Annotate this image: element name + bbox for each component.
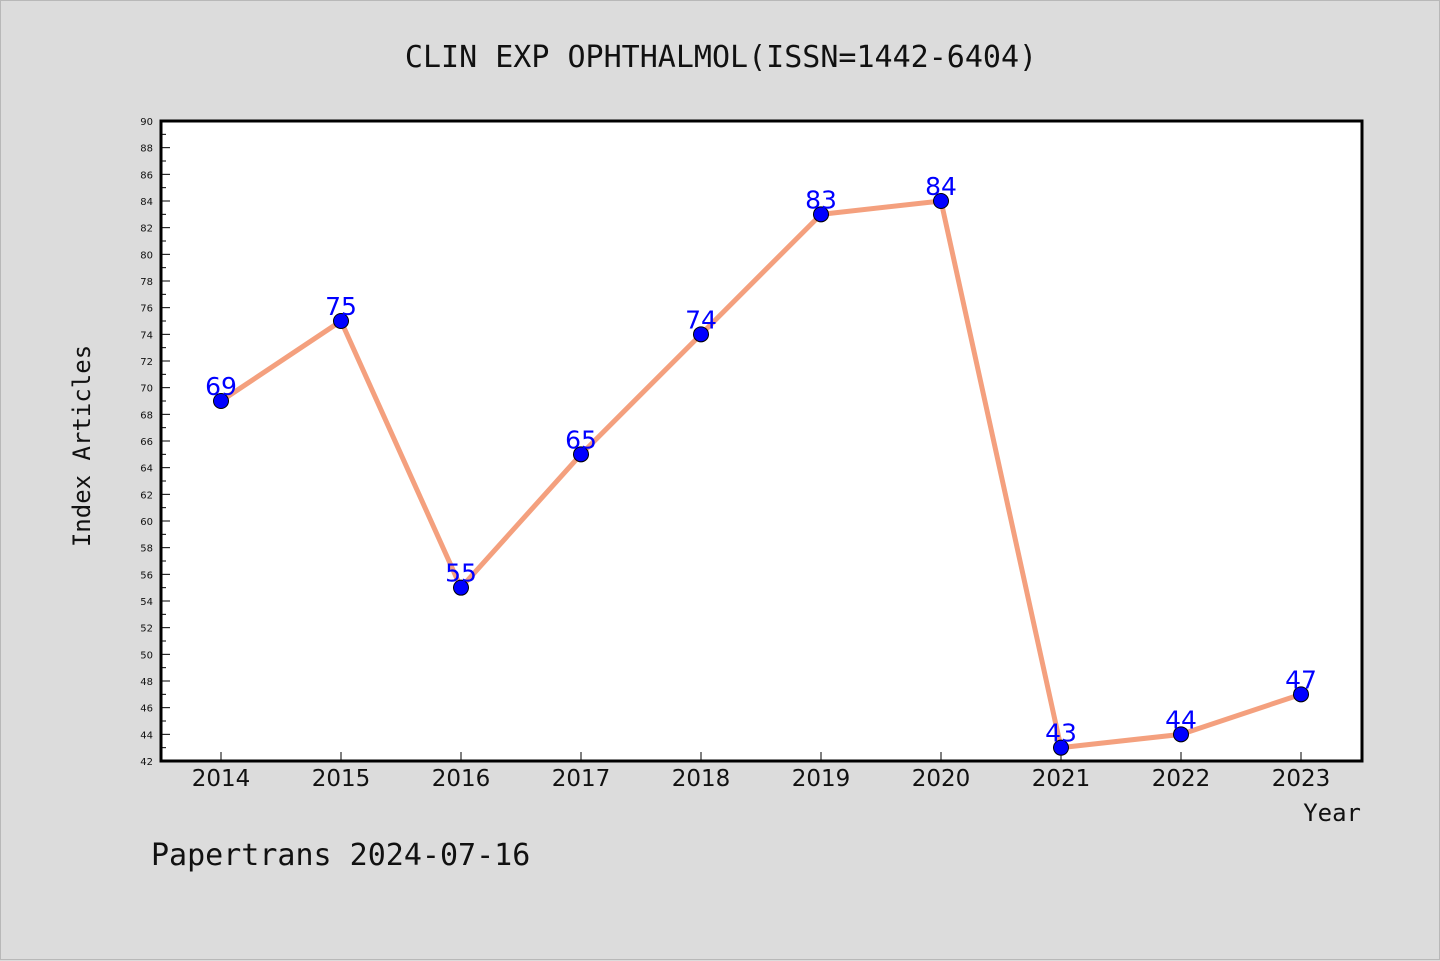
y-tick-label: 78: [140, 277, 153, 288]
y-tick-label: 72: [140, 357, 153, 368]
y-tick-label: 58: [140, 544, 153, 555]
data-label: 83: [805, 185, 837, 214]
data-point: [213, 393, 229, 409]
x-tick-label: 2022: [1152, 766, 1211, 792]
plot-area: [159, 119, 1364, 763]
y-tick-label: 82: [140, 224, 153, 235]
x-tick-label: 2020: [912, 766, 971, 792]
x-tick-label: 2014: [192, 766, 251, 792]
data-label: 65: [565, 425, 597, 454]
data-point: [1293, 686, 1309, 703]
x-tick-label: 2023: [1272, 766, 1331, 792]
x-tick-label: 2017: [552, 766, 611, 792]
data-point: [1053, 739, 1069, 756]
y-tick-label: 90: [140, 117, 153, 128]
x-tick-label: 2018: [672, 766, 731, 792]
y-tick-label: 42: [140, 757, 153, 768]
data-label: 74: [685, 305, 717, 334]
data-point: [813, 206, 829, 223]
data-label: 84: [925, 172, 957, 201]
data-point: [1173, 726, 1189, 743]
data-point: [693, 326, 709, 343]
data-label: 55: [445, 559, 477, 588]
y-tick-label: 84: [140, 197, 153, 208]
y-tick-label: 88: [140, 144, 153, 155]
y-tick-label: 50: [140, 650, 153, 661]
chart-title: CLIN EXP OPHTHALMOL(ISSN=1442-6404): [405, 40, 1037, 75]
y-tick-label: 48: [140, 677, 153, 688]
y-tick-label: 80: [140, 250, 153, 261]
y-tick-label: 44: [140, 730, 153, 741]
y-tick-label: 66: [140, 437, 153, 448]
x-tick-label: 2021: [1032, 766, 1091, 792]
y-axis-title: Index Articles: [68, 345, 96, 547]
y-tick-label: 70: [140, 384, 153, 395]
data-label: 43: [1045, 719, 1077, 748]
data-label: 44: [1165, 705, 1197, 734]
y-tick-label: 68: [140, 410, 153, 421]
data-label: 47: [1285, 665, 1317, 694]
y-axis-ticks: 42 44 46 48 50 52 54 56 58 60 62 64 66 68 70 72 74 76 78 80…: [140, 117, 170, 768]
data-point: [453, 579, 469, 596]
y-tick-label: 60: [140, 517, 153, 528]
series-line: [219, 198, 1302, 751]
x-tick-label: 2016: [432, 766, 491, 792]
y-tick-label: 62: [140, 490, 153, 501]
x-axis-title: Year: [1303, 799, 1361, 827]
y-tick-label: 54: [140, 597, 153, 608]
data-point: [333, 313, 349, 329]
footer-text: Papertrans 2024-07-16: [151, 838, 530, 873]
x-tick-label: 2015: [312, 766, 371, 792]
series-group: 69 75 55 65 74 83 84 43 44 47: [205, 172, 1317, 756]
y-tick-label: 52: [140, 624, 153, 635]
y-tick-label: 64: [140, 464, 153, 475]
x-axis-ticks: 2014 2015 2016 2017 2018 2019 2020 2021 2022 2023: [192, 752, 1331, 792]
data-point: [933, 193, 949, 209]
y-tick-label: 86: [140, 170, 153, 181]
data-label: 69: [205, 372, 237, 401]
y-tick-label: 46: [140, 704, 153, 715]
y-tick-label: 56: [140, 570, 153, 581]
y-tick-label: 74: [140, 330, 153, 341]
data-label: 75: [325, 292, 357, 321]
x-tick-label: 2019: [792, 766, 851, 792]
data-point: [573, 446, 589, 463]
y-tick-label: 76: [140, 304, 153, 315]
